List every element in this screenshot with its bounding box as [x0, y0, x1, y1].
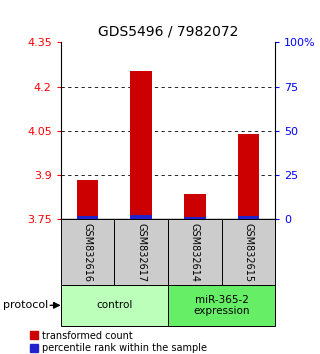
Text: GSM832614: GSM832614	[190, 223, 200, 282]
Bar	[61, 219, 115, 285]
Bar	[61, 285, 168, 326]
Text: GSM832615: GSM832615	[244, 223, 253, 282]
Bar	[184, 194, 205, 219]
Bar	[184, 217, 205, 219]
Legend: transformed count, percentile rank within the sample: transformed count, percentile rank withi…	[30, 331, 207, 353]
Bar	[77, 180, 98, 219]
Bar	[131, 215, 152, 219]
Text: GSM832616: GSM832616	[83, 223, 92, 282]
Title: GDS5496 / 7982072: GDS5496 / 7982072	[98, 24, 238, 39]
Bar	[168, 285, 275, 326]
Text: GSM832617: GSM832617	[136, 223, 146, 282]
Bar	[238, 216, 259, 219]
Text: protocol: protocol	[3, 300, 48, 310]
Bar	[222, 219, 275, 285]
Text: miR-365-2
expression: miR-365-2 expression	[193, 295, 250, 316]
Text: control: control	[96, 300, 132, 310]
Bar	[115, 219, 168, 285]
Bar	[77, 216, 98, 219]
Bar	[168, 219, 222, 285]
Bar	[131, 70, 152, 219]
Bar	[238, 134, 259, 219]
